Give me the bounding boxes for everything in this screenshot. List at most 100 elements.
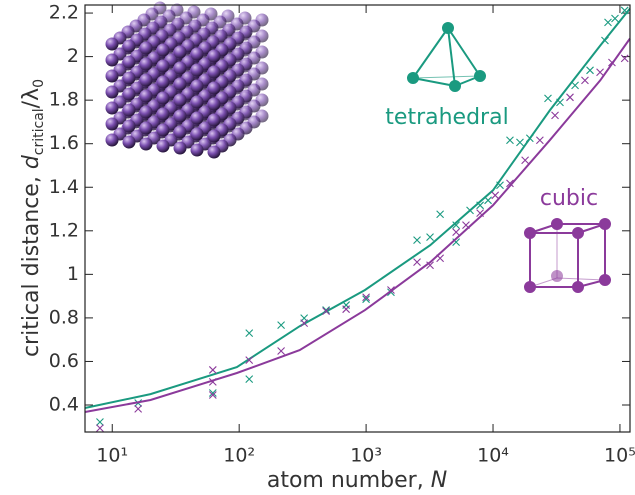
data-point [300,319,309,328]
data-point [342,305,351,314]
data-point [476,209,484,218]
icon-vertex [524,281,536,293]
lattice-atom [207,97,221,111]
lattice-atom [105,53,119,67]
data-point [551,111,559,120]
lattice-atom [122,71,136,85]
data-point [452,228,461,236]
lattice-atom [156,43,170,57]
y-label-part: critical distance, [19,169,44,357]
lattice-atom [207,65,221,79]
y-tick-label: 0.6 [49,350,79,372]
data-point [601,36,609,45]
data-point [608,58,616,67]
y-tick-label: 0.8 [49,306,79,328]
x-tick-label: 10³ [350,445,382,467]
icon-edge [447,27,481,77]
y-tick-label: 1 [67,263,79,285]
data-point [387,286,395,294]
data-point [556,98,564,107]
y-tick-label: 1.2 [49,219,79,241]
data-point [96,424,104,432]
series-label: tetrahedral [385,105,508,130]
lattice-atom [139,89,153,103]
lattice-atom [190,79,204,93]
lattice-atom [139,137,153,151]
y-tick-label: 2 [67,45,79,67]
x-tick-label: 10¹ [96,445,128,467]
icon-vertex [599,218,611,230]
lattice-atom [105,37,119,51]
data-point [571,81,579,90]
lattice-atom [190,95,204,109]
data-point [466,206,474,215]
icon-vertex [551,218,563,230]
lattice-atom [156,75,170,89]
lattice-atom [173,61,187,75]
lattice-atom [190,111,204,125]
data-point [496,181,504,190]
lattice-atom [139,41,153,55]
data-point [96,418,104,426]
lattice-atom [122,87,136,101]
cube-icon [524,218,611,293]
x-tick-label: 10⁵ [604,445,635,467]
icon-vertex [449,80,461,92]
lattice-atom [173,93,187,107]
lattice-atom [207,113,221,127]
data-point [436,254,445,263]
y-label-part: /λ [19,88,44,108]
data-point [462,221,470,230]
y-label-part: critical [31,108,47,155]
lattice-atom [156,91,170,105]
icon-edge [529,223,606,234]
tetrahedron-icon [407,22,486,92]
data-point [611,14,619,23]
x-tick-label: 10² [223,445,255,467]
lattice-atom [173,141,187,155]
icon-vertex [572,281,584,293]
data-point [544,94,552,103]
icon-vertex [572,227,584,239]
lattice-atom [122,55,136,69]
lattice-atom [173,45,187,59]
data-point [413,236,421,245]
data-point [620,54,629,63]
lattice-atom [122,135,136,149]
data-point [506,136,514,145]
data-point [436,210,445,219]
lattice-atom [105,101,119,115]
lattice-atom [173,109,187,123]
icon-vertex [407,72,419,84]
x-tick-label: 10⁴ [477,445,509,467]
lattice-atom [105,69,119,83]
series-label: cubic [540,186,598,211]
plot-frame [84,4,631,433]
plot-area [84,5,631,432]
data-point [620,6,629,15]
y-tick-label: 1.6 [49,132,79,154]
lattice-atom [122,119,136,133]
fit-line [84,7,631,409]
data-point [322,307,330,316]
icon-vertex [442,22,454,34]
lattice-atom [190,63,204,77]
icon-edge [412,75,481,79]
lattice-atom [122,39,136,53]
lattice-atom [122,103,136,117]
y-label-part: d [19,154,44,169]
data-point [426,261,434,270]
data-point [277,321,285,329]
lattice-atom [207,81,221,95]
data-point [134,405,143,413]
lattice-atom [173,125,187,139]
icon-vertex [474,70,486,82]
lattice-atom [207,145,221,159]
y-label-part: 0 [31,79,47,88]
data-point [581,76,589,85]
lattice-atom [156,107,170,121]
data-point [245,329,254,338]
data-point [516,138,524,147]
